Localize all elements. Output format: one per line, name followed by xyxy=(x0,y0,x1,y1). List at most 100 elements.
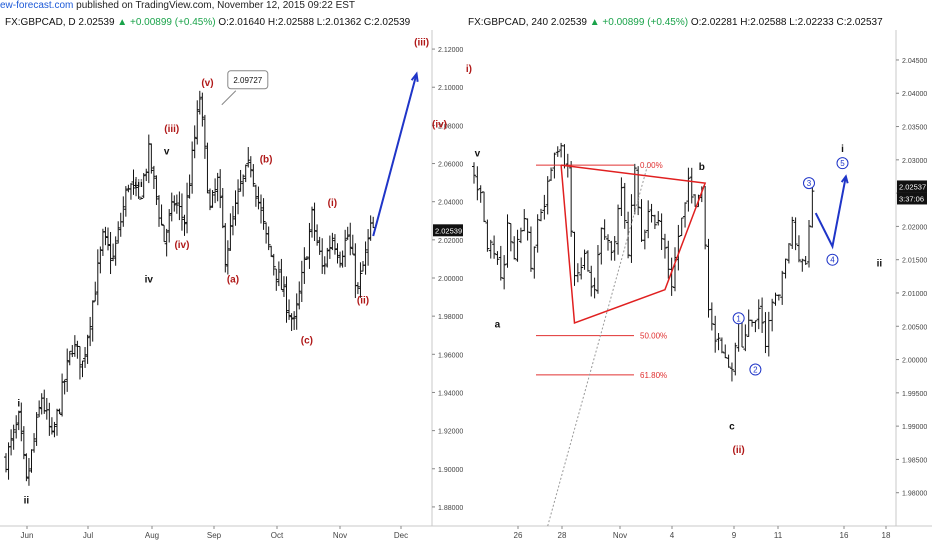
last-price-label: 2.02537 xyxy=(899,182,926,191)
ohlc-bar xyxy=(726,354,731,368)
ohlc-bar xyxy=(606,234,610,251)
ohlc-bar xyxy=(238,169,243,192)
ohlc-bar xyxy=(616,204,621,255)
ohlc-bar xyxy=(716,333,721,351)
ohlc-bar xyxy=(592,277,597,299)
ohlc-bar xyxy=(29,449,34,473)
y-tick-label: 2.01500 xyxy=(902,258,927,265)
left-symbol: FX:GBPCAD, D xyxy=(5,17,76,28)
ohlc-bar xyxy=(676,224,681,271)
ohlc-bar xyxy=(21,426,26,460)
x-tick-label: Nov xyxy=(333,531,347,540)
ohlc-bar xyxy=(281,276,286,297)
ohlc-bar xyxy=(770,298,775,332)
wave-circle-label: 1 xyxy=(736,314,741,323)
ohlc-bar xyxy=(736,319,741,352)
ohlc-bar xyxy=(276,261,281,287)
brand-link[interactable]: ew-forecast.com xyxy=(0,0,74,11)
ohlc-bar xyxy=(803,255,808,265)
ohlc-bar xyxy=(366,229,371,266)
ohlc-bar xyxy=(24,453,29,482)
ohlc-bar xyxy=(345,226,350,240)
ohlc-bar xyxy=(689,167,694,204)
ohlc-bar xyxy=(248,156,253,178)
callout-pointer xyxy=(221,90,237,106)
ohlc-bar xyxy=(528,226,533,272)
wave-label: (c) xyxy=(301,335,313,346)
last-price-box xyxy=(897,180,927,193)
x-tick-label: Jul xyxy=(83,531,93,540)
wave-label: (v) xyxy=(201,78,213,89)
ohlc-bar xyxy=(776,294,781,301)
y-tick-label: 1.98000 xyxy=(438,314,463,321)
ohlc-bar xyxy=(350,234,355,255)
ohlc-bar xyxy=(609,240,614,261)
wave-circle-label: 3 xyxy=(807,179,812,188)
ohlc-bar xyxy=(330,232,335,251)
projection-line xyxy=(372,73,418,237)
ohlc-bar xyxy=(144,168,149,182)
ohlc-bar xyxy=(669,257,674,296)
y-tick-label: 2.00000 xyxy=(902,358,927,365)
ohlc-bar xyxy=(294,293,299,330)
ohlc-bar xyxy=(575,263,580,283)
ohlc-bar xyxy=(810,185,815,228)
ohlc-bar xyxy=(106,227,110,251)
h4-price-chart[interactable]: 2.045002.040002.035002.030002.025002.020… xyxy=(466,30,932,550)
y-tick-label: 1.98500 xyxy=(902,457,927,464)
ohlc-bar xyxy=(57,408,62,415)
ohlc-bar xyxy=(790,216,795,249)
ohlc-bar xyxy=(60,373,65,417)
ohlc-bar xyxy=(312,202,317,241)
x-tick-label: Nov xyxy=(613,531,627,540)
ohlc-bar xyxy=(116,221,121,244)
ohlc-bar xyxy=(197,90,202,115)
ohlc-bar xyxy=(42,389,47,414)
ohlc-bar xyxy=(118,212,123,237)
ohlc-bar xyxy=(478,185,483,203)
publish-header: ew-forecast.com published on TradingView… xyxy=(0,0,932,14)
ohlc-bar xyxy=(371,216,376,229)
ohlc-bar xyxy=(783,258,788,279)
ohlc-bar xyxy=(200,92,205,127)
daily-price-chart[interactable]: 2.12000 2.10000 2.08000 2.06000 2.04000 2.020… xyxy=(0,30,466,550)
ohlc-bar xyxy=(807,219,811,268)
ohlc-bar xyxy=(157,195,161,227)
ohlc-bar xyxy=(37,400,42,418)
ohlc-bar xyxy=(26,458,31,486)
ohlc-bar xyxy=(338,251,343,268)
x-tick-label: 4 xyxy=(670,531,675,540)
ohlc-bar xyxy=(52,421,57,438)
ohlc-bar xyxy=(141,173,146,198)
ohlc-bar xyxy=(218,169,223,209)
ohlc-bar xyxy=(269,245,274,257)
right-ohlc: O:2.02281 H:2.02588 L:2.02233 C:2.02537 xyxy=(690,17,883,28)
projection-arrowhead xyxy=(840,174,849,184)
ohlc-bar xyxy=(256,186,261,210)
ohlc-bar xyxy=(154,175,159,206)
y-tick-label: 2.03000 xyxy=(902,158,927,165)
ohlc-bar xyxy=(780,270,785,305)
wave-circle xyxy=(749,363,762,376)
ohlc-bar xyxy=(327,235,332,259)
ohlc-bar xyxy=(582,249,587,270)
ohlc-bar xyxy=(304,256,309,261)
ohlc-bar xyxy=(44,397,49,420)
y-tick-label: 1.88000 xyxy=(438,505,463,512)
x-tick-label: 9 xyxy=(732,531,737,540)
ohlc-bar xyxy=(639,199,644,242)
y-tick-label: 1.92000 xyxy=(438,429,463,436)
ohlc-bar xyxy=(205,142,210,194)
ohlc-bar xyxy=(85,334,90,364)
ohlc-bar xyxy=(310,206,314,238)
countdown-label: 3:37:06 xyxy=(899,194,924,203)
ohlc-bar xyxy=(800,258,805,272)
ohlc-bar xyxy=(485,219,490,252)
ohlc-bar xyxy=(652,214,657,230)
wave-label: iii xyxy=(134,179,143,190)
ohlc-bar xyxy=(182,214,187,236)
ohlc-bar xyxy=(230,205,235,236)
ohlc-bar xyxy=(512,236,517,260)
ohlc-bar xyxy=(162,224,167,243)
ohlc-bar xyxy=(88,316,93,347)
